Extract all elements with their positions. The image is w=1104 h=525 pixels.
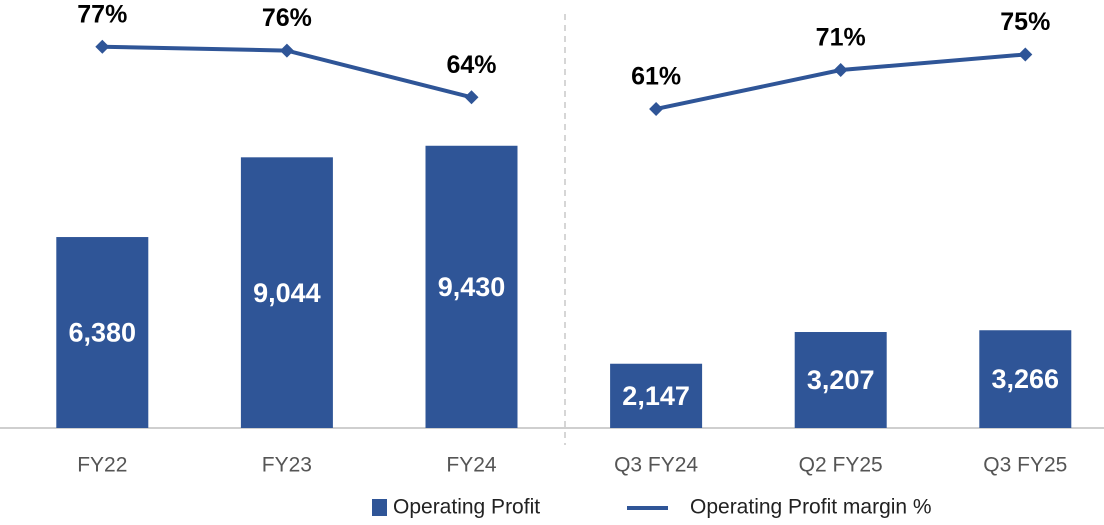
bar-value-label: 2,147: [622, 381, 690, 411]
x-tick-label: FY23: [262, 454, 312, 477]
line-value-label: 71%: [816, 24, 866, 52]
bar-value-label: 9,044: [253, 278, 321, 308]
line-value-label: 75%: [1000, 8, 1050, 36]
line-marker: [649, 101, 664, 116]
bar-value-label: 9,430: [438, 272, 506, 302]
line-marker: [1018, 47, 1033, 62]
legend-swatch: [372, 499, 387, 516]
bar-value-label: 3,266: [992, 364, 1060, 394]
legend-label: Operating Profit margin %: [690, 496, 932, 519]
bar: [56, 237, 149, 428]
x-tick-label: Q3 FY24: [614, 454, 698, 477]
x-tick-label: Q2 FY25: [799, 454, 883, 477]
bar: [425, 145, 518, 428]
line-value-label: 77%: [77, 0, 127, 28]
legend-label: Operating Profit: [393, 496, 540, 519]
x-tick-label: Q3 FY25: [983, 454, 1067, 477]
line-marker: [279, 43, 294, 58]
line-value-label: 61%: [631, 63, 681, 91]
x-tick-label: FY24: [446, 454, 497, 477]
bar-value-label: 6,380: [69, 318, 137, 348]
line-marker: [464, 90, 479, 105]
bar-value-label: 3,207: [807, 365, 875, 395]
bar: [610, 363, 703, 428]
x-tick-label: FY22: [77, 454, 127, 477]
line: [655, 52, 1026, 111]
bar: [240, 157, 333, 429]
bar: [979, 330, 1072, 428]
line-value-label: 76%: [262, 4, 312, 32]
line-marker: [833, 63, 848, 78]
line-value-label: 64%: [446, 51, 496, 79]
bar: [794, 332, 887, 428]
line-marker: [95, 39, 110, 54]
